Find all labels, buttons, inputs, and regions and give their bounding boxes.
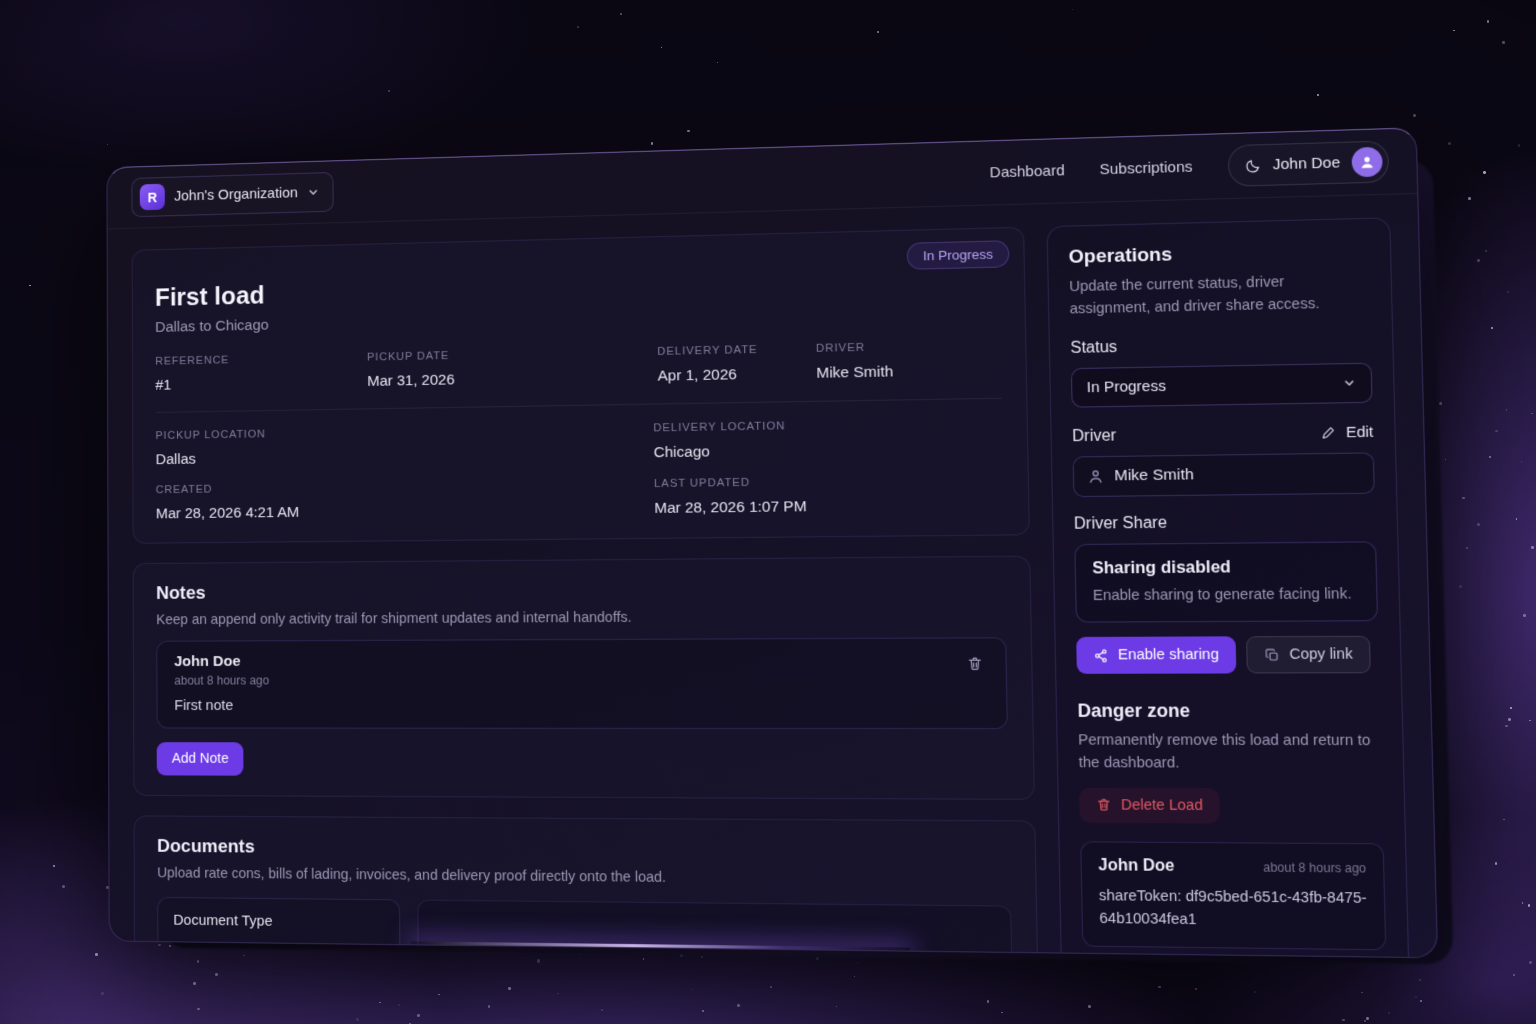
chevron-down-icon <box>307 186 319 199</box>
driver-header-row: Driver Edit <box>1072 423 1374 446</box>
status-select[interactable]: In Progress <box>1070 362 1373 408</box>
danger-zone-title: Danger zone <box>1077 700 1191 722</box>
enable-sharing-button[interactable]: Enable sharing <box>1076 636 1237 675</box>
trash-icon <box>1096 797 1112 813</box>
field-pickup-date: PICKUP DATE Mar 31, 2026 <box>367 350 455 390</box>
nav-dashboard[interactable]: Dashboard <box>989 162 1065 182</box>
copy-link-button[interactable]: Copy link <box>1245 636 1372 674</box>
organization-name: John's Organization <box>174 184 298 205</box>
driver-value: Mike Smith <box>1114 465 1195 484</box>
note-timestamp: about 8 hours ago <box>174 673 270 688</box>
field-pickup-location: PICKUP LOCATION Dallas <box>155 428 266 469</box>
note-content: John Doe about 8 hours ago First note <box>174 653 269 714</box>
status-badge: In Progress <box>906 240 1010 270</box>
notes-card: Notes Keep an append only activity trail… <box>132 555 1035 800</box>
status-label: Status <box>1070 338 1118 357</box>
share-token-card: John Doe about 8 hours ago shareToken: d… <box>1080 841 1387 950</box>
nav-subscriptions[interactable]: Subscriptions <box>1099 158 1193 179</box>
driver-label: Driver <box>1072 426 1117 445</box>
field-reference: REFERENCE #1 <box>155 354 230 394</box>
delete-note-button[interactable] <box>962 651 987 680</box>
share-token-value: shareToken: df9c5bed-651c-43fb-8475-64b1… <box>1098 887 1367 929</box>
document-type-value: Other <box>188 952 224 958</box>
field-last-updated: LAST UPDATED Mar 28, 2026 1:07 PM <box>653 476 807 517</box>
note-item: John Doe about 8 hours ago First note <box>156 637 1008 730</box>
field-delivery-location: DELIVERY LOCATION Chicago <box>653 420 786 462</box>
load-fields-row: REFERENCE #1 PICKUP DATE Mar 31, 2026 DE… <box>155 339 1001 394</box>
driver-field[interactable]: Mike Smith <box>1072 451 1375 497</box>
share-hint: Enable sharing to generate facing link. <box>1092 585 1352 604</box>
edit-label: Edit <box>1345 423 1374 442</box>
note-text: First note <box>174 697 234 714</box>
operations-title: Operations <box>1068 244 1173 268</box>
organization-logo-icon: R <box>139 183 165 211</box>
field-created: CREATED Mar 28, 2026 4:21 AM <box>155 483 300 523</box>
operations-description: Update the current status, driver assign… <box>1069 274 1320 318</box>
token-author: John Doe <box>1098 856 1175 875</box>
field-delivery-date: DELIVERY DATE Apr 1, 2026 <box>657 343 758 385</box>
organization-selector[interactable]: R John's Organization <box>131 171 334 218</box>
page-body: In Progress First load Dallas to Chicago… <box>108 194 1439 959</box>
edit-driver-button[interactable]: Edit <box>1320 423 1374 442</box>
share-icon <box>1093 648 1109 663</box>
load-fields-grid: PICKUP LOCATION Dallas DELIVERY LOCATION… <box>156 417 1004 523</box>
driver-share-label: Driver Share <box>1073 513 1168 533</box>
document-type-label: Document Type <box>173 911 273 930</box>
chevron-down-icon <box>1342 376 1356 390</box>
user-name: John Doe <box>1272 154 1341 174</box>
person-icon <box>1087 468 1104 485</box>
top-right-nav: Dashboard Subscriptions John Doe <box>989 140 1390 193</box>
documents-title: Documents <box>157 836 255 858</box>
moon-icon[interactable] <box>1244 157 1261 174</box>
chevron-down-icon <box>357 957 370 959</box>
delete-load-button[interactable]: Delete Load <box>1079 787 1220 824</box>
token-timestamp: about 8 hours ago <box>1263 859 1367 876</box>
divider <box>155 397 1002 413</box>
documents-card: Documents Upload rate cons, bills of lad… <box>133 815 1042 959</box>
token-card-header: John Doe about 8 hours ago <box>1098 857 1366 878</box>
notes-title: Notes <box>156 583 206 604</box>
user-menu[interactable]: John Doe <box>1227 140 1390 187</box>
main-column: In Progress First load Dallas to Chicago… <box>131 226 1042 959</box>
share-status: Sharing disabled <box>1092 557 1231 578</box>
add-note-button[interactable]: Add Note <box>156 742 244 776</box>
trash-icon <box>967 655 984 671</box>
operations-panel: Operations Update the current status, dr… <box>1046 217 1410 959</box>
share-buttons-row: Enable sharing Copy link <box>1076 636 1379 675</box>
notes-description: Keep an append only activity trail for s… <box>156 609 632 629</box>
driver-share-card: Sharing disabled Enable sharing to gener… <box>1074 540 1379 623</box>
status-value: In Progress <box>1086 377 1167 396</box>
pencil-icon <box>1320 425 1336 441</box>
field-driver: DRIVER Mike Smith <box>815 341 894 382</box>
app-window: R John's Organization Dashboard Subscrip… <box>106 127 1439 959</box>
documents-description: Upload rate cons, bills of lading, invoi… <box>157 865 667 886</box>
note-author: John Doe <box>174 653 241 670</box>
load-summary-card: In Progress First load Dallas to Chicago… <box>131 226 1030 544</box>
danger-zone-description: Permanently remove this load and return … <box>1078 732 1371 772</box>
avatar[interactable] <box>1351 146 1383 178</box>
copy-icon <box>1264 647 1280 663</box>
